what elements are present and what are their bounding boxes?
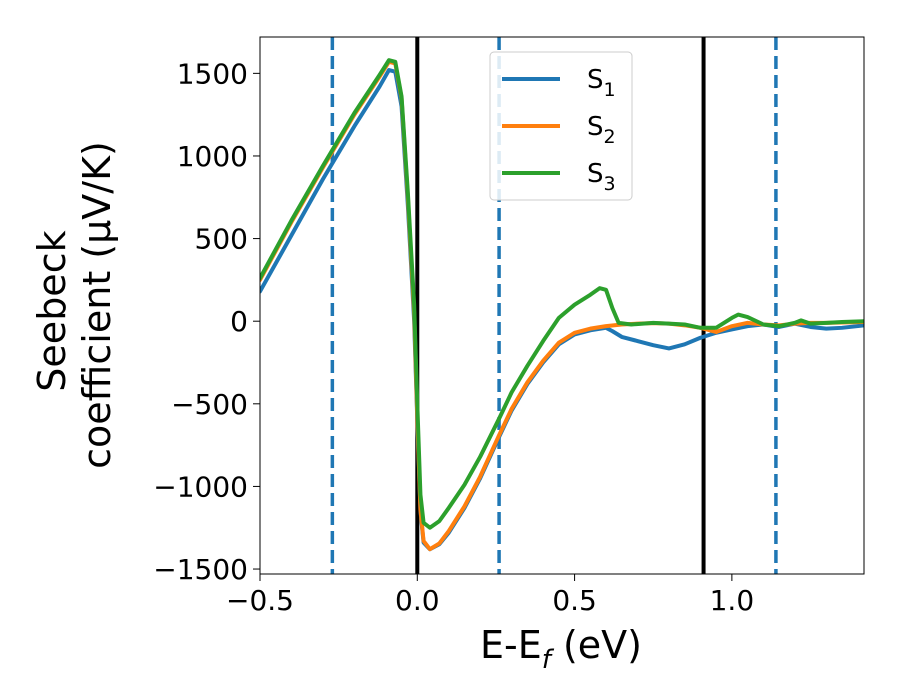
x-axis-ticks: −0.5 0.0 0.5 1.0 — [226, 574, 754, 617]
x-axis-label: E-Ef (eV) — [480, 623, 642, 675]
y-tick-label: 1000 — [177, 140, 248, 173]
y-tick-label: −1500 — [153, 553, 248, 586]
x-tick-label: 0.5 — [552, 584, 597, 617]
legend-label-s3: S3 — [587, 159, 616, 195]
series-lines — [260, 58, 864, 552]
x-tick-label: 0.0 — [395, 584, 440, 617]
y-tick-label: 500 — [195, 223, 248, 256]
legend-label-s2: S2 — [587, 112, 616, 148]
x-tick-label: −0.5 — [226, 584, 294, 617]
plot-frame — [259, 36, 865, 575]
legend: S1 S2 S3 — [489, 51, 633, 201]
y-tick-label: 1500 — [177, 57, 248, 90]
x-tick-label: 1.0 — [710, 584, 755, 617]
legend-label-s1: S1 — [587, 65, 616, 101]
y-axis-ticks: −1500 −1000 −500 0 500 1000 1500 — [153, 57, 260, 586]
y-tick-label: 0 — [230, 305, 248, 338]
series-line-s3 — [260, 58, 864, 530]
reference-lines — [330, 37, 778, 574]
y-tick-label: −500 — [171, 388, 248, 421]
y-tick-label: −1000 — [153, 470, 248, 503]
y-axis-label: Seebeck coefficient (μV/K) — [30, 141, 119, 469]
legend-box — [489, 51, 633, 201]
